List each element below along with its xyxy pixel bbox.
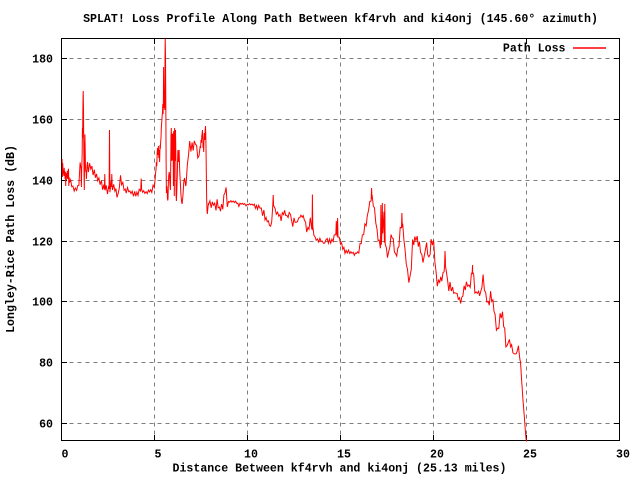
svg-text:Distance Between kf4rvh and ki: Distance Between kf4rvh and ki4onj (25.1… (173, 463, 507, 476)
svg-text:160: 160 (32, 115, 53, 128)
svg-text:60: 60 (39, 419, 53, 432)
svg-text:Longley-Rice Path Loss (dB): Longley-Rice Path Loss (dB) (5, 145, 18, 333)
svg-text:120: 120 (32, 237, 53, 250)
svg-text:Path Loss: Path Loss (503, 43, 566, 56)
svg-text:100: 100 (32, 297, 53, 310)
svg-text:80: 80 (39, 358, 53, 371)
svg-text:0: 0 (62, 449, 69, 462)
svg-text:20: 20 (430, 449, 444, 462)
svg-text:15: 15 (337, 449, 351, 462)
svg-text:30: 30 (616, 449, 630, 462)
svg-text:10: 10 (244, 449, 258, 462)
svg-text:140: 140 (32, 176, 53, 189)
svg-text:25: 25 (523, 449, 537, 462)
svg-text:5: 5 (155, 449, 162, 462)
svg-text:SPLAT! Loss Profile Along Path: SPLAT! Loss Profile Along Path Between k… (83, 13, 598, 26)
svg-text:180: 180 (32, 54, 53, 67)
